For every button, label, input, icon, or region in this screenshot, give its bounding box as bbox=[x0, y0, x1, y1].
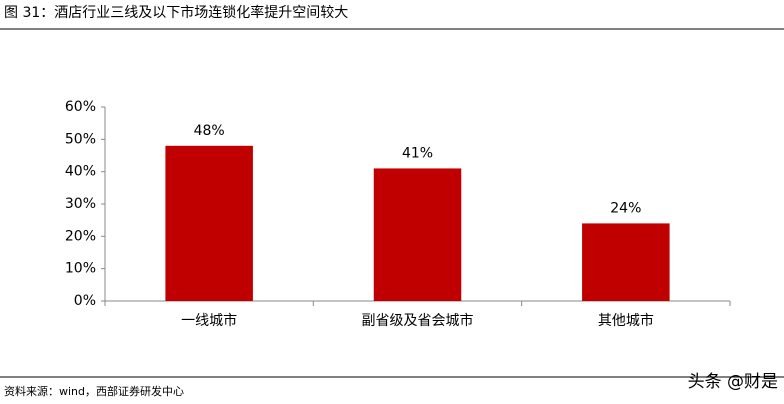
chart-title: 图 31：酒店行业三线及以下市场连锁化率提升空间较大 bbox=[4, 4, 348, 21]
x-tick-label: 一线城市 bbox=[181, 312, 237, 329]
y-tick-label: 30% bbox=[65, 196, 96, 212]
bar bbox=[582, 223, 670, 301]
x-tick-label: 其他城市 bbox=[598, 312, 654, 329]
y-tick-label: 0% bbox=[74, 293, 96, 309]
data-label: 48% bbox=[194, 123, 225, 139]
watermark: 头条 @财是 bbox=[688, 372, 778, 392]
bar bbox=[165, 145, 253, 301]
y-tick-label: 20% bbox=[65, 228, 96, 244]
y-tick-label: 10% bbox=[65, 261, 96, 277]
data-label: 24% bbox=[610, 200, 641, 216]
source: 资料来源：wind，西部证券研发中心 bbox=[4, 384, 184, 398]
y-tick-label: 60% bbox=[65, 99, 96, 115]
bar bbox=[373, 168, 462, 301]
y-tick-label: 40% bbox=[65, 164, 96, 180]
y-tick-label: 50% bbox=[65, 131, 96, 147]
x-tick-label: 副省级及省会城市 bbox=[362, 312, 474, 329]
data-label: 41% bbox=[402, 145, 433, 161]
